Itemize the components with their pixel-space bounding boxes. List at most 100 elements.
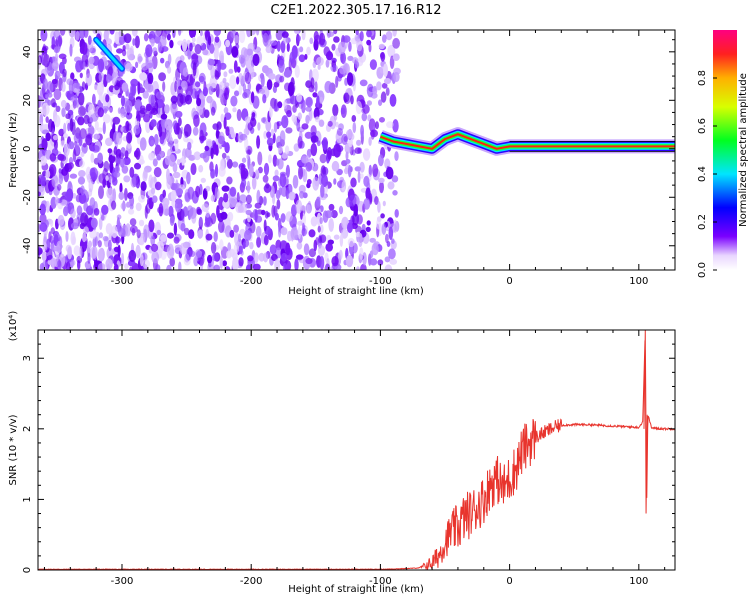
noise-blob	[213, 30, 221, 37]
noise-blob	[152, 158, 158, 167]
noise-blob	[166, 33, 171, 41]
noise-blob	[145, 44, 153, 58]
noise-blob	[353, 203, 359, 217]
noise-blob	[378, 177, 385, 183]
noise-blob	[325, 243, 334, 252]
noise-blob	[102, 113, 111, 124]
noise-blob	[247, 122, 253, 131]
signal-core	[380, 133, 675, 150]
noise-blob	[53, 30, 61, 39]
noise-blob	[252, 53, 260, 66]
noise-blob	[38, 177, 42, 185]
noise-blob	[71, 121, 76, 136]
noise-blob	[289, 51, 296, 64]
noise-blob	[229, 229, 235, 238]
noise-blob	[306, 179, 312, 185]
noise-blob	[332, 64, 337, 72]
noise-blob	[124, 100, 133, 113]
noise-blob	[302, 192, 308, 199]
noise-blob	[67, 122, 71, 132]
noise-blob	[295, 199, 303, 214]
noise-blob	[360, 124, 364, 138]
noise-blob	[337, 75, 342, 82]
snr-y-tick-label: 3	[22, 355, 33, 361]
noise-blob	[224, 82, 230, 88]
noise-blob	[135, 202, 142, 212]
snr-y-label: SNR (10 * v/v)	[8, 414, 19, 485]
noise-blob	[227, 211, 234, 222]
noise-blob	[312, 176, 320, 191]
noise-blob	[328, 218, 335, 232]
noise-blob	[376, 218, 381, 230]
noise-blob	[363, 175, 370, 187]
snr-y-ticks: 0 1 2 3	[22, 343, 675, 573]
noise-blob	[143, 233, 147, 243]
noise-blob	[161, 46, 169, 52]
noise-blob	[282, 37, 289, 44]
noise-blob	[210, 106, 216, 116]
noise-blob	[189, 42, 193, 52]
noise-blob	[195, 250, 203, 258]
noise-blob	[170, 189, 177, 202]
noise-blob	[266, 132, 271, 139]
noise-blob	[184, 94, 193, 105]
noise-blob	[50, 219, 54, 228]
noise-blob	[180, 80, 188, 91]
noise-blob	[131, 83, 137, 96]
noise-blob	[301, 99, 306, 114]
noise-blob	[229, 186, 237, 197]
noise-blob	[53, 46, 60, 54]
spectrogram-y-tick-label: 20	[22, 94, 33, 107]
noise-blob	[288, 191, 296, 201]
noise-blob	[111, 71, 118, 86]
noise-blob	[301, 228, 307, 237]
noise-blob	[251, 112, 256, 118]
noise-blob	[75, 60, 83, 73]
noise-blob	[66, 261, 71, 270]
noise-blob	[42, 124, 50, 130]
noise-blob	[150, 119, 157, 128]
noise-blob	[214, 163, 219, 178]
noise-blob	[45, 170, 51, 179]
noise-blob	[165, 131, 172, 142]
noise-blob	[391, 175, 399, 183]
noise-blob	[195, 185, 201, 198]
noise-blob	[251, 176, 257, 190]
noise-blob	[127, 260, 136, 267]
noise-blob	[324, 210, 333, 219]
noise-blob	[269, 244, 277, 255]
noise-blob	[199, 30, 203, 37]
noise-blob	[308, 109, 313, 122]
signal-track	[93, 36, 675, 156]
noise-blob	[277, 101, 283, 109]
spectrogram-x-tick-label: 100	[629, 276, 648, 287]
noise-blob	[150, 94, 156, 107]
noise-blob	[380, 51, 386, 62]
noise-blob	[168, 154, 176, 167]
noise-blob	[361, 112, 368, 122]
noise-blob	[305, 162, 313, 172]
noise-blob	[167, 66, 172, 74]
noise-blob	[129, 218, 137, 227]
noise-blob	[305, 114, 310, 125]
noise-blob	[146, 83, 154, 93]
noise-blob	[68, 141, 75, 150]
noise-blob	[248, 163, 254, 178]
spectrogram-frame	[37, 29, 676, 271]
noise-blob	[44, 179, 51, 194]
noise-blob	[85, 73, 93, 87]
noise-blob	[207, 254, 213, 264]
noise-blob	[384, 78, 391, 85]
noise-blob	[131, 30, 138, 37]
noise-blob	[245, 209, 252, 216]
noise-blob	[279, 173, 287, 188]
noise-blob	[265, 182, 270, 189]
noise-blob	[159, 136, 165, 145]
noise-blob	[341, 133, 348, 145]
noise-blob	[224, 142, 230, 154]
noise-blob	[94, 236, 98, 247]
noise-blob	[285, 127, 293, 134]
spectrogram-x-tick-label: 0	[506, 276, 512, 287]
noise-blob	[303, 243, 310, 256]
noise-blob	[380, 91, 387, 103]
